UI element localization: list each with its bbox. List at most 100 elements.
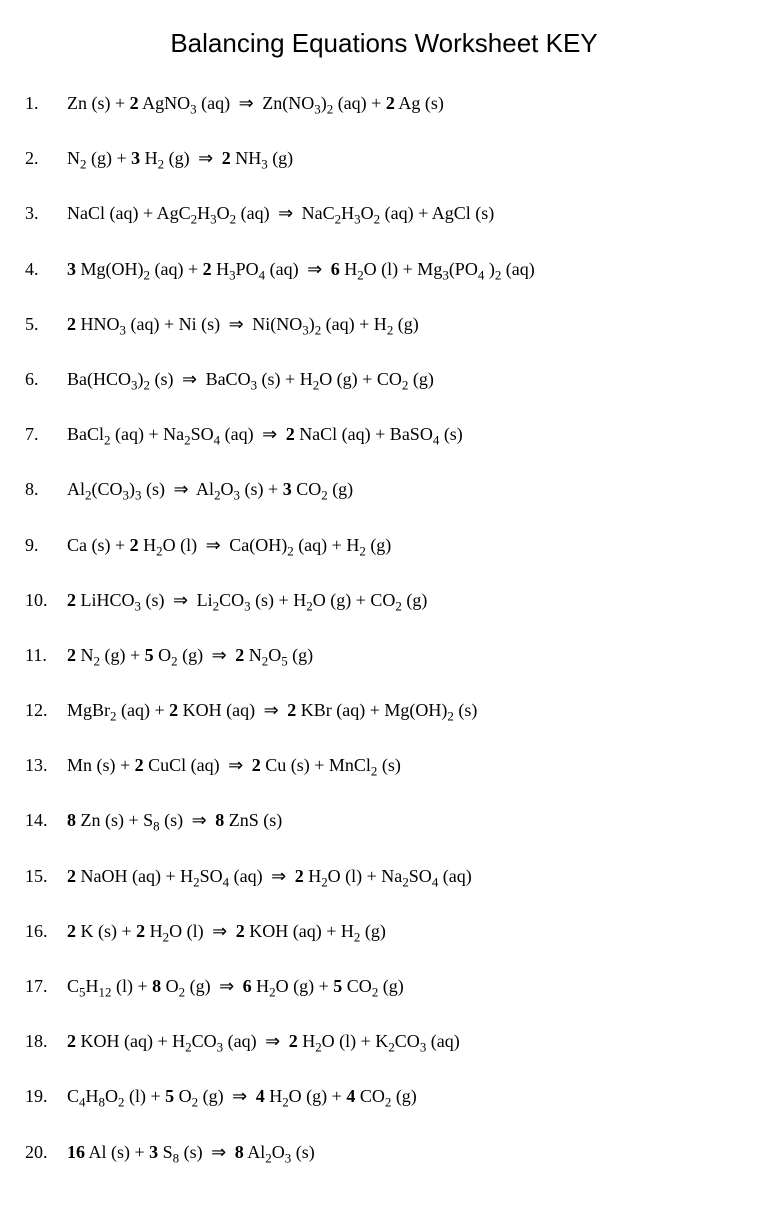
equation-number: 12. xyxy=(25,700,67,721)
subscript: 8 xyxy=(173,1150,179,1165)
equation-body: 16 Al (s) + 3 S8 (s) ⇒ 8 Al2O3 (s) xyxy=(67,1140,743,1165)
coefficient: 4 xyxy=(346,1086,355,1106)
equation-row: 18.2 KOH (aq) + H2CO3 (aq) ⇒ 2 H2O (l) +… xyxy=(25,1029,743,1054)
equation-number: 8. xyxy=(25,479,67,500)
subscript: 2 xyxy=(335,212,341,227)
equation-body: N2 (g) + 3 H2 (g) ⇒ 2 NH3 (g) xyxy=(67,146,743,171)
coefficient: 2 xyxy=(289,1031,298,1051)
subscript: 2 xyxy=(143,378,149,393)
subscript: 2 xyxy=(156,543,162,558)
reaction-arrow-icon: ⇒ xyxy=(225,312,248,337)
equation-number: 10. xyxy=(25,590,67,611)
subscript: 2 xyxy=(374,212,380,227)
equation-number: 17. xyxy=(25,976,67,997)
equation-body: 2 HNO3 (aq) + Ni (s) ⇒ Ni(NO3)2 (aq) + H… xyxy=(67,312,743,337)
subscript: 3 xyxy=(251,378,257,393)
subscript: 2 xyxy=(357,267,363,282)
subscript: 2 xyxy=(192,1095,198,1110)
equation-body: Al2(CO3)3 (s) ⇒ Al2O3 (s) + 3 CO2 (g) xyxy=(67,477,743,502)
subscript: 2 xyxy=(94,653,100,668)
coefficient: 8 xyxy=(235,1142,244,1162)
coefficient: 2 xyxy=(67,645,76,665)
subscript: 4 xyxy=(478,267,484,282)
coefficient: 8 xyxy=(215,810,224,830)
subscript: 4 xyxy=(214,433,220,448)
reaction-arrow-icon: ⇒ xyxy=(194,146,217,171)
subscript: 3 xyxy=(120,322,126,337)
subscript: 2 xyxy=(144,267,150,282)
subscript: 2 xyxy=(80,157,86,172)
subscript: 3 xyxy=(135,598,141,613)
equation-number: 1. xyxy=(25,93,67,114)
equation-row: 10.2 LiHCO3 (s) ⇒ Li2CO3 (s) + H2O (g) +… xyxy=(25,588,743,613)
subscript: 4 xyxy=(432,874,438,889)
reaction-arrow-icon: ⇒ xyxy=(235,91,258,116)
subscript: 2 xyxy=(395,598,401,613)
equation-list: 1.Zn (s) + 2 AgNO3 (aq) ⇒ Zn(NO3)2 (aq) … xyxy=(25,91,743,1165)
reaction-arrow-icon: ⇒ xyxy=(207,1140,230,1165)
subscript: 12 xyxy=(99,985,112,1000)
subscript: 3 xyxy=(135,488,141,503)
subscript: 3 xyxy=(302,322,308,337)
subscript: 2 xyxy=(315,1040,321,1055)
reaction-arrow-icon: ⇒ xyxy=(178,367,201,392)
subscript: 2 xyxy=(179,985,185,1000)
equation-number: 15. xyxy=(25,866,67,887)
subscript: 2 xyxy=(269,985,275,1000)
equation-body: 2 N2 (g) + 5 O2 (g) ⇒ 2 N2O5 (g) xyxy=(67,643,743,668)
equation-body: 8 Zn (s) + S8 (s) ⇒ 8 ZnS (s) xyxy=(67,808,743,833)
coefficient: 16 xyxy=(67,1142,85,1162)
subscript: 2 xyxy=(327,102,333,117)
subscript: 2 xyxy=(313,378,319,393)
subscript: 2 xyxy=(85,488,91,503)
equation-body: 2 KOH (aq) + H2CO3 (aq) ⇒ 2 H2O (l) + K2… xyxy=(67,1029,743,1054)
coefficient: 2 xyxy=(130,535,139,555)
coefficient: 8 xyxy=(152,976,161,996)
subscript: 3 xyxy=(261,157,267,172)
coefficient: 5 xyxy=(145,645,154,665)
subscript: 4 xyxy=(433,433,439,448)
equation-number: 19. xyxy=(25,1086,67,1107)
subscript: 3 xyxy=(442,267,448,282)
reaction-arrow-icon: ⇒ xyxy=(228,1084,251,1109)
subscript: 2 xyxy=(171,653,177,668)
reaction-arrow-icon: ⇒ xyxy=(258,422,281,447)
equation-row: 15.2 NaOH (aq) + H2SO4 (aq) ⇒ 2 H2O (l) … xyxy=(25,864,743,889)
reaction-arrow-icon: ⇒ xyxy=(261,1029,284,1054)
subscript: 3 xyxy=(354,212,360,227)
coefficient: 2 xyxy=(286,424,295,444)
equation-body: Zn (s) + 2 AgNO3 (aq) ⇒ Zn(NO3)2 (aq) + … xyxy=(67,91,743,116)
reaction-arrow-icon: ⇒ xyxy=(267,864,290,889)
subscript: 3 xyxy=(420,1040,426,1055)
coefficient: 2 xyxy=(295,866,304,886)
equation-row: 12.MgBr2 (aq) + 2 KOH (aq) ⇒ 2 KBr (aq) … xyxy=(25,698,743,723)
subscript: 2 xyxy=(265,1150,271,1165)
subscript: 2 xyxy=(191,212,197,227)
equation-body: Mn (s) + 2 CuCl (aq) ⇒ 2 Cu (s) + MnCl2 … xyxy=(67,753,743,778)
coefficient: 3 xyxy=(283,479,292,499)
reaction-arrow-icon: ⇒ xyxy=(169,477,192,502)
equation-body: C5H12 (l) + 8 O2 (g) ⇒ 6 H2O (g) + 5 CO2… xyxy=(67,974,743,999)
equation-row: 5.2 HNO3 (aq) + Ni (s) ⇒ Ni(NO3)2 (aq) +… xyxy=(25,312,743,337)
subscript: 2 xyxy=(321,874,327,889)
coefficient: 3 xyxy=(131,148,140,168)
subscript: 2 xyxy=(354,929,360,944)
equation-number: 2. xyxy=(25,148,67,169)
equation-number: 11. xyxy=(25,645,67,666)
coefficient: 2 xyxy=(67,1031,76,1051)
subscript: 2 xyxy=(214,488,220,503)
coefficient: 8 xyxy=(67,810,76,830)
equation-number: 6. xyxy=(25,369,67,390)
subscript: 4 xyxy=(79,1095,85,1110)
equation-row: 11.2 N2 (g) + 5 O2 (g) ⇒ 2 N2O5 (g) xyxy=(25,643,743,668)
equation-row: 14.8 Zn (s) + S8 (s) ⇒ 8 ZnS (s) xyxy=(25,808,743,833)
equation-body: 2 K (s) + 2 H2O (l) ⇒ 2 KOH (aq) + H2 (g… xyxy=(67,919,743,944)
equation-row: 1.Zn (s) + 2 AgNO3 (aq) ⇒ Zn(NO3)2 (aq) … xyxy=(25,91,743,116)
subscript: 2 xyxy=(387,322,393,337)
subscript: 2 xyxy=(321,488,327,503)
subscript: 2 xyxy=(402,378,408,393)
coefficient: 2 xyxy=(169,700,178,720)
coefficient: 2 xyxy=(236,921,245,941)
equation-number: 7. xyxy=(25,424,67,445)
reaction-arrow-icon: ⇒ xyxy=(208,919,231,944)
